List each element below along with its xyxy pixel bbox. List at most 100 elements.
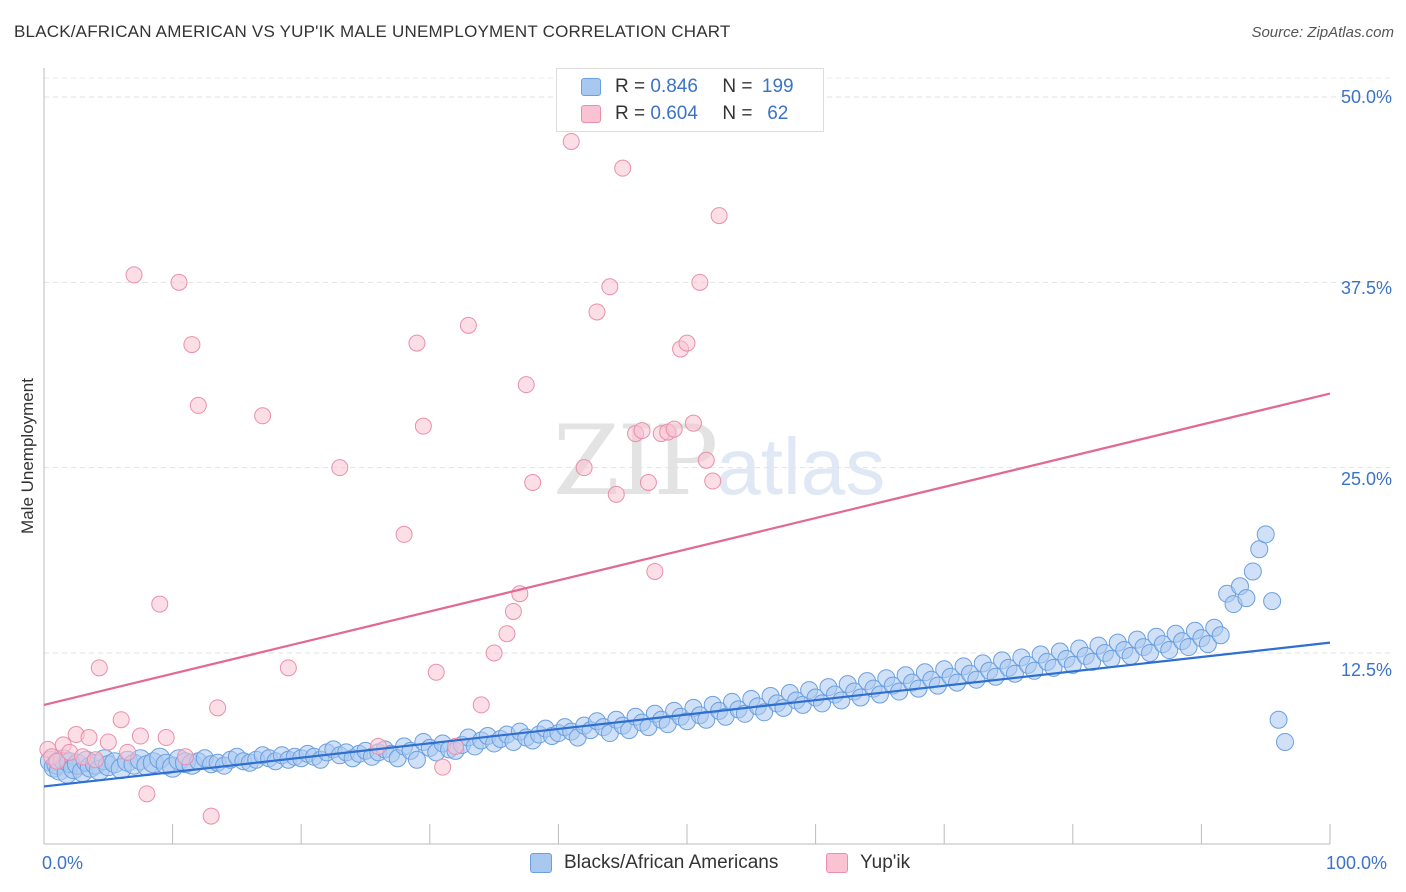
- point-yupik-39: [517, 376, 535, 394]
- legend-swatch-pink: [581, 105, 601, 123]
- point-blacks-180: [1160, 641, 1179, 660]
- point-yupik-55: [678, 334, 696, 352]
- point-blacks-165: [1063, 655, 1082, 674]
- point-blacks-183: [1179, 638, 1198, 657]
- point-yupik-18: [176, 748, 194, 766]
- point-yupik-27: [395, 525, 413, 543]
- point-blacks-195: [1256, 525, 1275, 544]
- point-yupik-13: [131, 727, 149, 745]
- point-yupik-36: [498, 625, 516, 643]
- point-yupik-28: [408, 334, 426, 352]
- x-tick-label-max: 100.0%: [1326, 853, 1388, 873]
- point-yupik-32: [447, 737, 465, 755]
- y-axis-label: Male Unemployment: [18, 378, 37, 534]
- legend-r-value: 0.604: [650, 103, 698, 124]
- y-tick-label-12-5: 12.5%: [1340, 660, 1392, 680]
- point-blacks-194: [1250, 540, 1269, 559]
- trend-line-blacks: [43, 641, 1331, 788]
- point-yupik-45: [607, 485, 625, 503]
- point-blacks-177: [1140, 644, 1159, 662]
- point-yupik-42: [575, 459, 593, 477]
- point-yupik-53: [665, 420, 683, 438]
- point-blacks-150: [967, 670, 986, 689]
- point-yupik-24: [279, 659, 297, 677]
- point-yupik-44: [601, 278, 619, 296]
- legend-n-value: 62: [767, 103, 789, 124]
- legend-n-label: N =: [722, 76, 753, 97]
- point-yupik-26: [369, 737, 387, 755]
- point-yupik-35: [485, 644, 503, 662]
- trend-line-yupik: [43, 392, 1331, 706]
- point-yupik-12: [125, 266, 143, 284]
- point-blacks-117: [755, 703, 774, 722]
- point-yupik-31: [434, 758, 452, 776]
- watermark-atlas: atlas: [716, 422, 886, 511]
- point-yupik-50: [646, 562, 664, 580]
- point-yupik-11: [112, 711, 130, 729]
- point-blacks-197: [1269, 710, 1288, 729]
- point-yupik-33: [459, 316, 477, 334]
- point-yupik-40: [524, 473, 542, 491]
- point-yupik-25: [331, 459, 349, 477]
- point-yupik-30: [427, 663, 445, 681]
- point-yupik-37: [504, 602, 522, 620]
- legend-r-value: 0.846: [650, 76, 698, 97]
- point-yupik-10: [99, 733, 117, 751]
- point-yupik-20: [189, 396, 207, 414]
- point-blacks-168: [1083, 652, 1102, 671]
- point-blacks-188: [1211, 626, 1230, 645]
- point-yupik-56: [684, 414, 702, 432]
- point-yupik-9: [90, 659, 108, 677]
- point-yupik-16: [157, 729, 175, 747]
- y-tick-label-25: 25.0%: [1340, 469, 1392, 489]
- point-blacks-108: [697, 710, 716, 729]
- point-yupik-43: [588, 303, 606, 321]
- correlation-legend: R = 0.846 N = 199 R = 0.604 N = 62: [556, 68, 824, 132]
- x-tick-label-min: 0.0%: [42, 853, 84, 873]
- point-yupik-23: [254, 407, 272, 425]
- point-yupik-61: [119, 743, 137, 761]
- bottom-legend-blacks: Blacks/African Americans: [530, 852, 778, 874]
- y-tick-label-50: 50.0%: [1340, 87, 1392, 107]
- point-yupik-15: [151, 595, 169, 613]
- point-yupik-58: [697, 451, 715, 469]
- point-yupik-60: [710, 207, 728, 225]
- point-yupik-2: [48, 752, 66, 770]
- source-label: Source: ZipAtlas.com: [1251, 24, 1394, 41]
- bottom-legend-label: Blacks/African Americans: [564, 852, 779, 873]
- point-yupik-22: [209, 699, 227, 717]
- point-blacks-196: [1263, 592, 1282, 611]
- bottom-legend-yupik: Yup'ik: [826, 852, 910, 874]
- chart-title: BLACK/AFRICAN AMERICAN VS YUP'IK MALE UN…: [14, 22, 731, 41]
- legend-r-label: R =: [615, 76, 646, 97]
- point-yupik-48: [633, 422, 651, 440]
- point-yupik-34: [472, 696, 490, 714]
- point-blacks-192: [1237, 589, 1256, 608]
- point-yupik-21: [202, 807, 220, 825]
- bottom-legend-swatch-blue: [530, 853, 552, 873]
- point-yupik-14: [138, 785, 156, 803]
- point-yupik-29: [414, 417, 432, 435]
- legend-row-blacks: R = 0.846 N = 199: [581, 76, 798, 98]
- point-yupik-46: [614, 159, 632, 177]
- point-yupik-7: [80, 729, 98, 747]
- legend-n-label: N =: [722, 103, 753, 124]
- legend-r-label: R =: [615, 103, 646, 124]
- legend-row-yupik: R = 0.604 N = 62: [581, 103, 798, 125]
- point-yupik-59: [704, 472, 722, 490]
- point-blacks-132: [851, 688, 870, 707]
- point-blacks-193: [1243, 562, 1262, 581]
- point-yupik-41: [562, 132, 580, 150]
- bottom-legend-swatch-pink: [826, 853, 848, 873]
- point-blacks-186: [1198, 635, 1217, 654]
- point-yupik-49: [639, 473, 657, 491]
- bottom-legend-label: Yup'ik: [860, 852, 911, 873]
- point-yupik-8: [86, 751, 104, 769]
- legend-n-value: 199: [761, 76, 794, 97]
- point-yupik-57: [691, 273, 709, 291]
- legend-swatch-blue: [581, 78, 601, 96]
- point-blacks-198: [1275, 732, 1294, 751]
- point-yupik-17: [170, 273, 188, 291]
- point-yupik-19: [183, 336, 201, 354]
